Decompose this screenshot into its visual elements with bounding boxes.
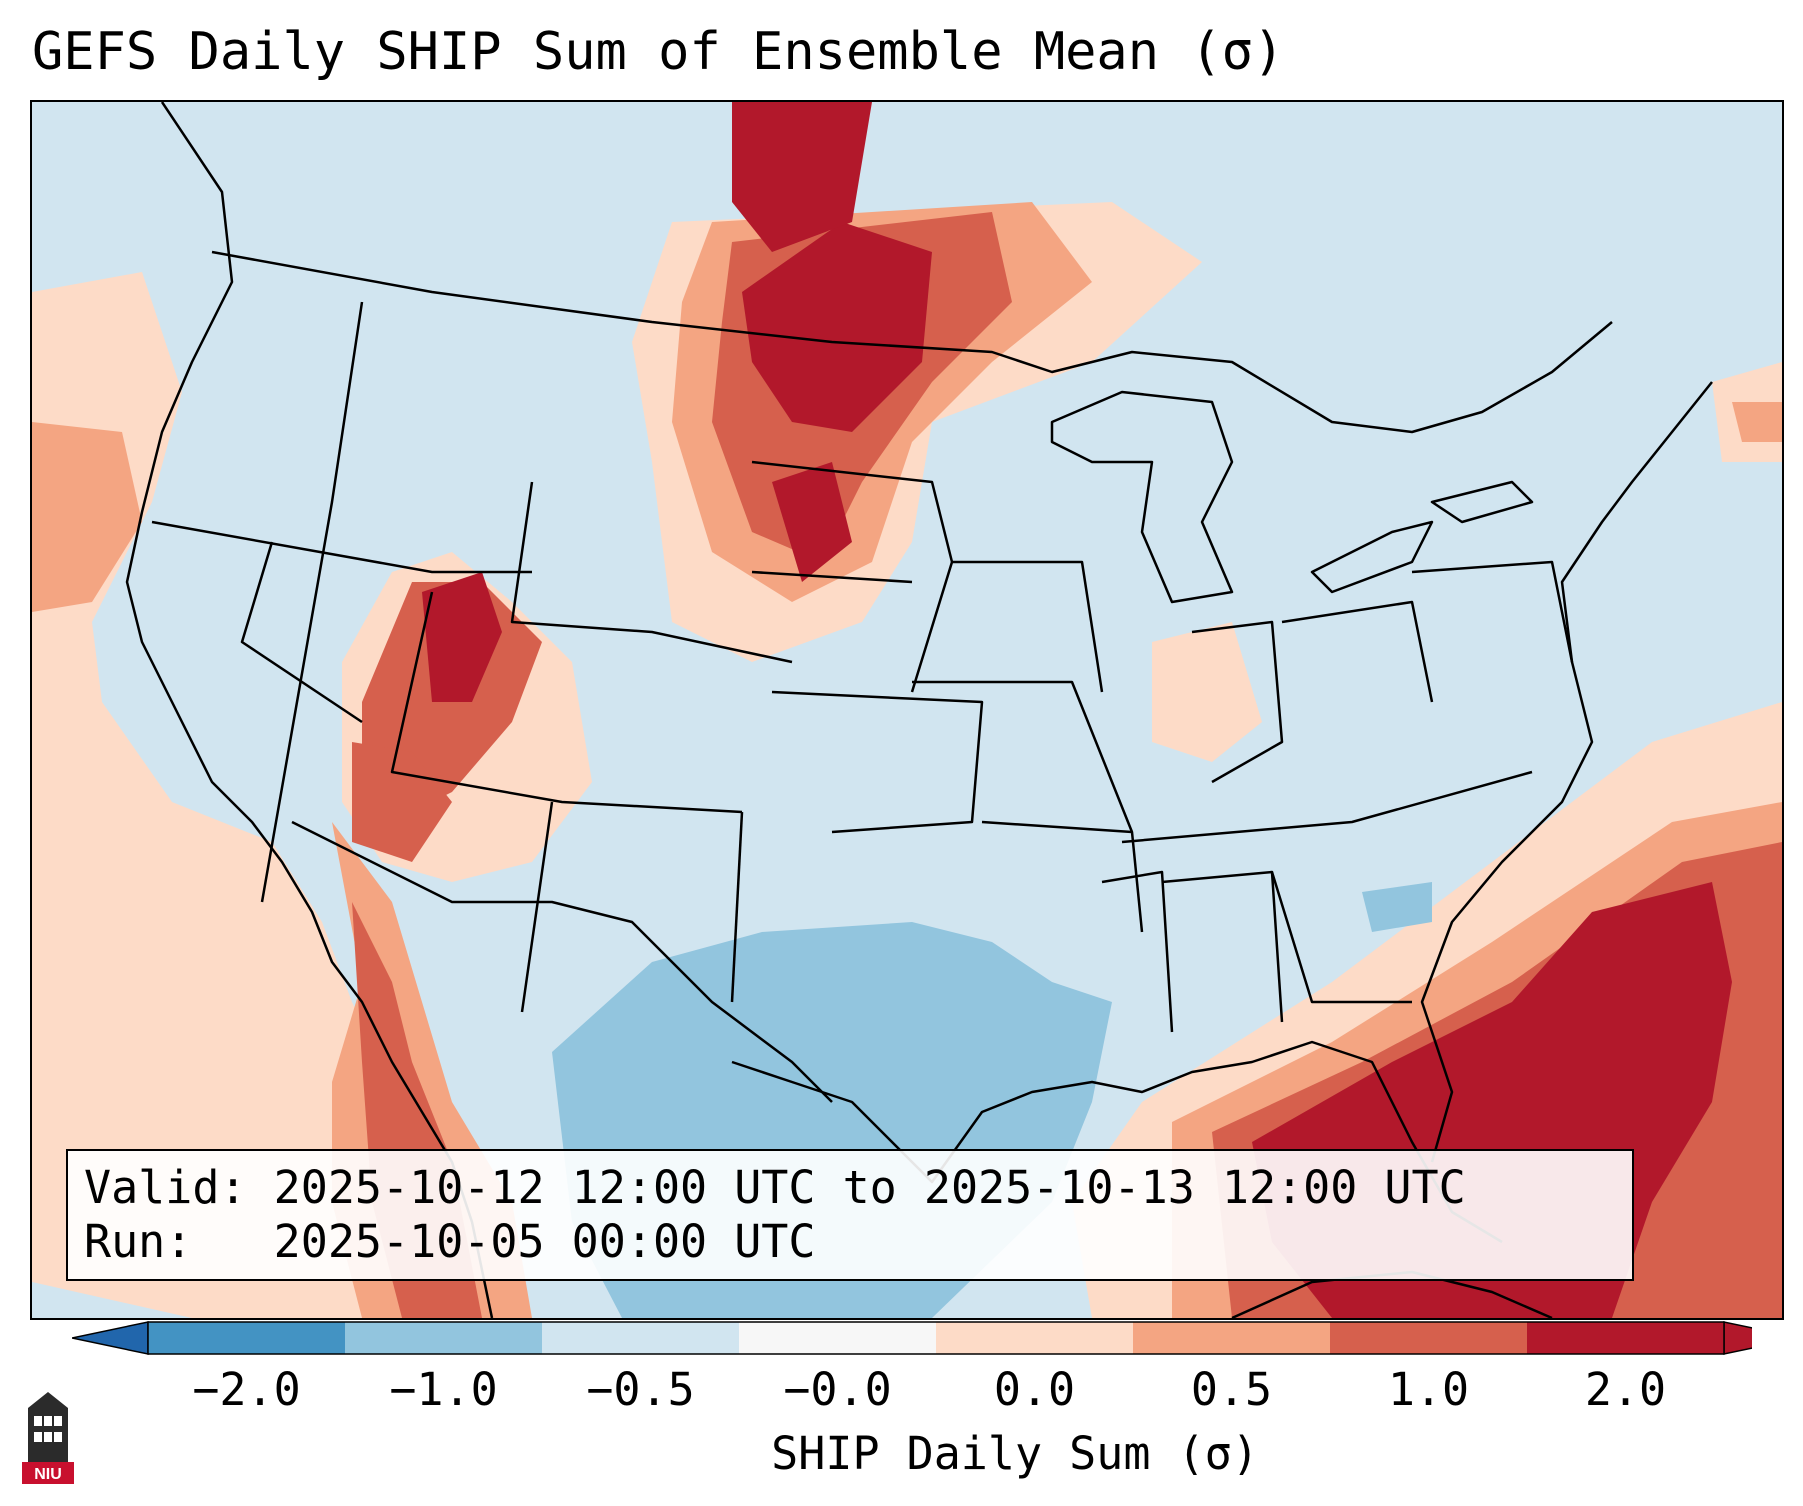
colorbar-segment <box>936 1322 1133 1354</box>
anomaly-region-north-dakota-core <box>742 222 932 432</box>
valid-time-text: Valid: 2025-10-12 12:00 UTC to 2025-10-1… <box>84 1161 1466 1214</box>
state-line-8 <box>771 690 984 834</box>
state-line-18 <box>1191 620 1284 784</box>
state-line-12 <box>912 680 1134 833</box>
coastline-pacific <box>125 102 494 1318</box>
colorbar-frame <box>147 1321 1725 1355</box>
anomaly-region-west-coast <box>32 272 502 1318</box>
colorbar-segment <box>542 1322 739 1354</box>
state-line-9 <box>751 460 954 693</box>
colorbar-segment <box>1330 1322 1527 1354</box>
anomaly-region-south-dakota-core <box>772 462 852 582</box>
state-line-3 <box>240 541 363 724</box>
state-line-6 <box>520 801 554 1013</box>
state-line-1 <box>260 301 364 903</box>
colorbar-segment <box>1527 1322 1724 1354</box>
coastline-atlantic <box>1420 381 1713 1163</box>
colorbar-segment <box>345 1322 542 1354</box>
state-line-2 <box>151 520 532 574</box>
state-line-19 <box>1281 600 1434 703</box>
state-line-10 <box>751 570 913 584</box>
anomaly-region-new-england-orange <box>1732 402 1782 442</box>
colorbar-extend-high <box>1723 1321 1752 1355</box>
validity-info-box: Valid: 2025-10-12 12:00 UTC to 2025-10-1… <box>66 1149 1634 1281</box>
border-canada <box>211 250 1613 434</box>
coastline-gulf <box>731 1040 1503 1244</box>
colorbar-segment <box>1133 1322 1330 1354</box>
colorbar-tick-label: 1.0 <box>1387 1363 1470 1416</box>
map-canvas <box>32 102 1782 1318</box>
lake-erie <box>1310 520 1434 594</box>
anomaly-region-indiana <box>1152 622 1262 762</box>
run-time-text: Run: 2025-10-05 00:00 UTC <box>84 1215 816 1268</box>
state-line-20 <box>1411 560 1574 663</box>
colorbar-tick-label: −0.0 <box>783 1363 892 1416</box>
anomaly-region-georgia <box>1362 882 1432 932</box>
colorbar <box>72 1321 1752 1355</box>
chart-title: GEFS Daily SHIP Sum of Ensemble Mean (σ) <box>32 22 1285 82</box>
state-line-15 <box>1101 870 1174 1033</box>
border-mexico <box>291 820 833 1103</box>
colorbar-label: SHIP Daily Sum (σ) <box>771 1427 1259 1480</box>
colorbar-tick-label: −2.0 <box>192 1363 301 1416</box>
colorbar-tick-label: −1.0 <box>389 1363 498 1416</box>
university-tower-icon: NIU <box>22 1392 74 1484</box>
colorbar-segment <box>148 1322 345 1354</box>
state-line-5 <box>390 591 743 814</box>
anomaly-region-canada-red <box>732 102 872 252</box>
colorbar-extend-low <box>72 1321 149 1355</box>
colorbar-tick-label: −0.5 <box>586 1363 695 1416</box>
colorbar-tick-label: 2.0 <box>1584 1363 1667 1416</box>
colorbar-tick-label: 0.5 <box>1190 1363 1273 1416</box>
state-line-17 <box>1270 871 1412 1004</box>
lake-ontario <box>1430 480 1534 524</box>
map-boundaries <box>125 102 1713 1318</box>
state-line-7 <box>730 811 744 1003</box>
state-line-14 <box>1121 770 1533 844</box>
colorbar-tick-label: 0.0 <box>993 1363 1076 1416</box>
anomaly-region-west-coast-orange <box>32 422 142 612</box>
state-line-4 <box>510 481 793 664</box>
state-line-13 <box>952 560 1104 693</box>
anomaly-region-arizona <box>352 742 452 862</box>
logo-text: NIU <box>34 1466 62 1483</box>
great-lakes <box>1050 390 1234 604</box>
map-panel <box>30 100 1784 1320</box>
anomaly-region-utah-core <box>422 572 502 702</box>
colorbar-segment <box>739 1322 936 1354</box>
